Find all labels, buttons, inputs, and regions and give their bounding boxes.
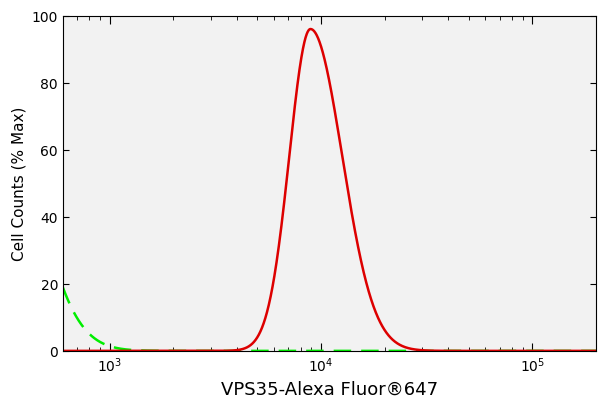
Y-axis label: Cell Counts (% Max): Cell Counts (% Max)	[11, 107, 26, 261]
X-axis label: VPS35-Alexa Fluor®647: VPS35-Alexa Fluor®647	[221, 380, 438, 398]
